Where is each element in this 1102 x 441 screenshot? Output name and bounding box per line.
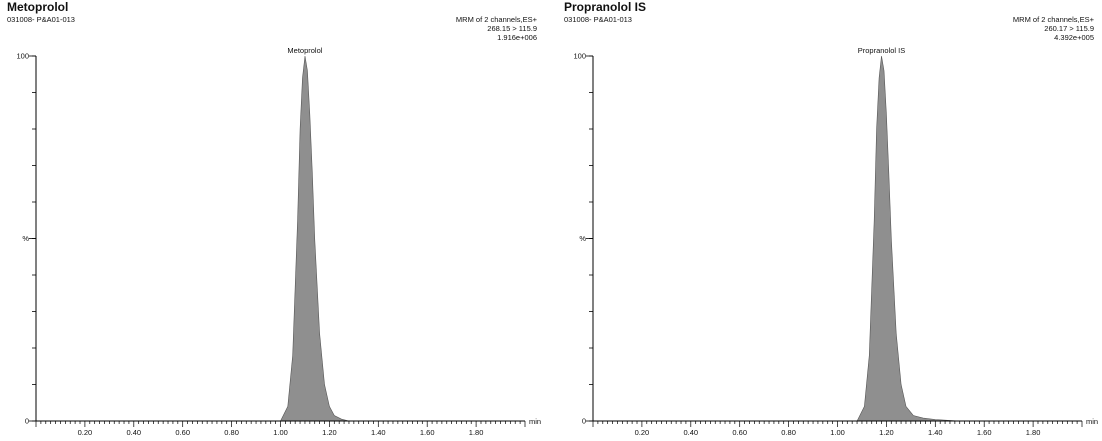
x-axis-unit-label: min bbox=[1086, 417, 1098, 426]
sample-id: 031008- P&A01-013 bbox=[7, 15, 75, 24]
x-tick-label: 0.60 bbox=[732, 428, 747, 437]
x-tick-label: 1.00 bbox=[830, 428, 845, 437]
x-tick-label: 0.40 bbox=[126, 428, 141, 437]
x-tick-label: 0.40 bbox=[683, 428, 698, 437]
y-tick-label: 0 bbox=[582, 417, 586, 426]
channel-info-line: 260.17 > 115.9 bbox=[1044, 24, 1094, 33]
chromatogram-plot: Propranolol IS 0% 100 0.20 0.40 0.60 0.80 1.00 1… bbox=[573, 46, 1098, 437]
channel-info: MRM of 2 channels,ES+ 260.17 > 115.9 4.3… bbox=[1013, 15, 1094, 42]
x-tick-label: 0.80 bbox=[781, 428, 796, 437]
y-tick-label: % bbox=[579, 234, 586, 243]
x-tick-label: 0.20 bbox=[78, 428, 93, 437]
x-tick-label: 1.40 bbox=[371, 428, 386, 437]
channel-info-line: 1.916e+006 bbox=[497, 33, 537, 42]
x-tick-label: 1.80 bbox=[1026, 428, 1041, 437]
x-tick-label: 1.20 bbox=[879, 428, 894, 437]
peak-area bbox=[280, 55, 350, 422]
peak-label: Metoprolol bbox=[287, 46, 322, 55]
x-tick-label: 1.60 bbox=[420, 428, 435, 437]
x-tick-label: 1.60 bbox=[977, 428, 992, 437]
x-tick-label: 0.20 bbox=[635, 428, 650, 437]
channel-info-line: 4.392e+005 bbox=[1054, 33, 1094, 42]
y-tick-label: 0 bbox=[25, 417, 29, 426]
x-tick-label: 1.20 bbox=[322, 428, 337, 437]
x-tick-label: 0.80 bbox=[224, 428, 239, 437]
x-tick-label: 1.00 bbox=[273, 428, 288, 437]
chromatogram-panel-metoprolol: Metoprolol 031008- P&A01-013 MRM of 2 ch… bbox=[0, 0, 545, 441]
channel-info-line: 268.15 > 115.9 bbox=[487, 24, 537, 33]
x-tick-label: 0.60 bbox=[175, 428, 190, 437]
chart-title: Propranolol IS bbox=[564, 0, 647, 14]
y-tick-label: 100 bbox=[573, 52, 586, 61]
x-tick-label: 1.40 bbox=[928, 428, 943, 437]
x-tick-label: 1.80 bbox=[469, 428, 484, 437]
y-tick-label: % bbox=[22, 234, 29, 243]
chromatogram-plot: Metoprolol 0% 100 0.20 0.40 0.60 0.80 1.00 1.20 1… bbox=[16, 46, 541, 437]
sample-id: 031008- P&A01-013 bbox=[564, 15, 632, 24]
chart-title: Metoprolol bbox=[7, 0, 69, 14]
channel-info-line: MRM of 2 channels,ES+ bbox=[1012, 15, 1094, 24]
x-axis-unit-label: min bbox=[529, 417, 541, 426]
y-tick-label: 100 bbox=[16, 52, 29, 61]
channel-info: MRM of 2 channels,ES+ 268.15 > 115.9 1.9… bbox=[456, 15, 537, 42]
channel-info-line: MRM of 2 channels,ES+ bbox=[455, 15, 537, 24]
peak-label: Propranolol IS bbox=[858, 46, 906, 55]
chromatogram-panel-propranolol: Propranolol IS 031008- P&A01-013 MRM of … bbox=[557, 0, 1102, 441]
peak-area bbox=[856, 55, 960, 422]
